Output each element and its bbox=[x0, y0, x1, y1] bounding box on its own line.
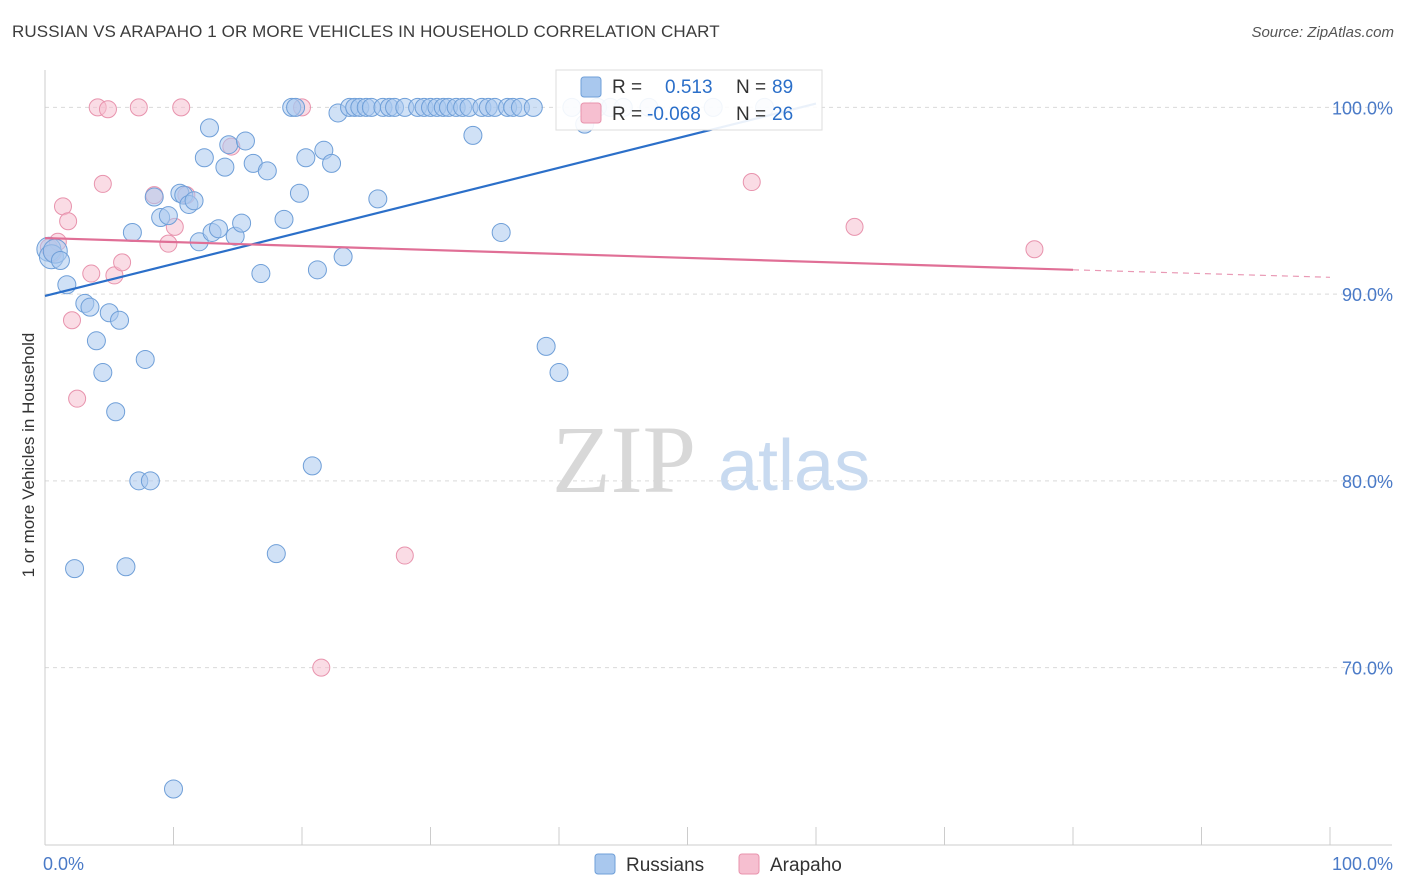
arapaho-point bbox=[159, 234, 178, 253]
watermark: ZIP atlas bbox=[552, 406, 870, 513]
russians-point bbox=[286, 97, 306, 117]
arapaho-point bbox=[59, 212, 78, 231]
arapaho-r-value: -0.068 bbox=[647, 104, 701, 125]
y-tick-label-0: 100.0% bbox=[1332, 98, 1393, 118]
russians-point bbox=[106, 402, 126, 422]
arapaho-point bbox=[845, 217, 864, 236]
arapaho-point bbox=[93, 174, 112, 193]
russians-point bbox=[266, 544, 286, 564]
russians-r-label: R = bbox=[612, 77, 642, 98]
chart-source: Source: ZipAtlas.com bbox=[1251, 24, 1394, 41]
russians-point bbox=[368, 189, 388, 209]
arapaho-series-label: Arapaho bbox=[770, 855, 842, 876]
russians-point bbox=[536, 336, 556, 356]
chart-title: RUSSIAN VS ARAPAHO 1 OR MORE VEHICLES IN… bbox=[12, 22, 720, 41]
russians-point bbox=[144, 187, 164, 207]
arapaho-point bbox=[82, 264, 101, 283]
russians-point bbox=[215, 157, 235, 177]
russians-point bbox=[116, 557, 136, 577]
russians-series-swatch bbox=[594, 853, 616, 875]
russians-point bbox=[219, 135, 239, 155]
watermark-atlas: atlas bbox=[718, 426, 870, 506]
russians-point bbox=[194, 148, 214, 168]
russians-point bbox=[199, 118, 219, 138]
arapaho-point bbox=[53, 197, 72, 216]
arapaho-point bbox=[1025, 240, 1044, 259]
russians-point bbox=[235, 131, 255, 151]
arapaho-point bbox=[742, 173, 761, 192]
russians-point bbox=[307, 260, 327, 280]
russians-point bbox=[333, 247, 353, 267]
x-tick-labels: 0.0% 100.0% bbox=[43, 854, 1393, 874]
arapaho-point bbox=[98, 100, 117, 119]
russians-r-value: 0.513 bbox=[665, 77, 713, 98]
russians-point bbox=[232, 213, 252, 233]
arapaho-point bbox=[172, 98, 191, 117]
arapaho-series-swatch bbox=[738, 853, 760, 875]
russians-point bbox=[289, 183, 309, 203]
russians-point bbox=[257, 161, 277, 181]
russians-point bbox=[251, 264, 271, 284]
russians-point bbox=[158, 206, 178, 226]
russians-point bbox=[50, 250, 70, 270]
russians-point bbox=[523, 97, 543, 117]
grid-lines bbox=[45, 106, 1392, 669]
russians-point bbox=[122, 222, 142, 242]
series-legend: Russians Arapaho bbox=[594, 853, 842, 876]
arapaho-point bbox=[113, 253, 132, 272]
trend-lines bbox=[44, 102, 1331, 298]
russians-series-label: Russians bbox=[626, 855, 704, 876]
stats-legend: R = 0.513 N = 89 R = -0.068 N = 26 bbox=[555, 69, 823, 131]
arapaho-point bbox=[395, 546, 414, 565]
y-axis-label: 1 or more Vehicles in Household bbox=[19, 333, 38, 578]
russians-point bbox=[110, 310, 130, 330]
arapaho-legend-swatch bbox=[580, 102, 602, 124]
russians-point bbox=[296, 148, 316, 168]
russians-point bbox=[274, 209, 294, 229]
russians-point bbox=[135, 349, 155, 369]
arapaho-points bbox=[39, 98, 1044, 677]
russians-trend-line bbox=[44, 102, 817, 298]
watermark-zip: ZIP bbox=[552, 406, 696, 513]
russians-point bbox=[549, 363, 569, 383]
arapaho-point bbox=[312, 658, 331, 677]
russians-point bbox=[208, 219, 228, 239]
arapaho-trend-line bbox=[44, 236, 1074, 271]
y-tick-label-3: 70.0% bbox=[1342, 659, 1393, 679]
russians-point bbox=[65, 559, 85, 579]
y-tick-label-2: 80.0% bbox=[1342, 472, 1393, 492]
arapaho-trend-extension bbox=[1072, 269, 1331, 278]
russians-point bbox=[140, 471, 160, 491]
russians-point bbox=[491, 222, 511, 242]
russians-point bbox=[86, 331, 106, 351]
x-tick-label-1: 100.0% bbox=[1332, 854, 1393, 874]
russians-n-label: N = bbox=[736, 77, 766, 98]
arapaho-point bbox=[62, 311, 81, 330]
russians-legend-swatch bbox=[580, 76, 602, 98]
russians-point bbox=[322, 153, 342, 173]
russians-point bbox=[463, 125, 483, 145]
russians-point bbox=[93, 363, 113, 383]
y-tick-label-1: 90.0% bbox=[1342, 285, 1393, 305]
russians-point bbox=[80, 297, 100, 317]
russians-n-value: 89 bbox=[772, 77, 793, 98]
russians-point bbox=[164, 779, 183, 799]
arapaho-point bbox=[68, 389, 87, 408]
axes bbox=[44, 70, 1392, 846]
russians-points bbox=[36, 97, 775, 799]
arapaho-r-label: R = bbox=[612, 104, 642, 125]
x-tick-label-0: 0.0% bbox=[43, 854, 84, 874]
arapaho-n-label: N = bbox=[736, 104, 766, 125]
y-tick-labels: 100.0% 90.0% 80.0% 70.0% bbox=[1332, 98, 1393, 678]
arapaho-n-value: 26 bbox=[772, 104, 793, 125]
russians-point bbox=[184, 191, 204, 211]
arapaho-point bbox=[129, 98, 148, 117]
russians-point bbox=[302, 456, 322, 476]
